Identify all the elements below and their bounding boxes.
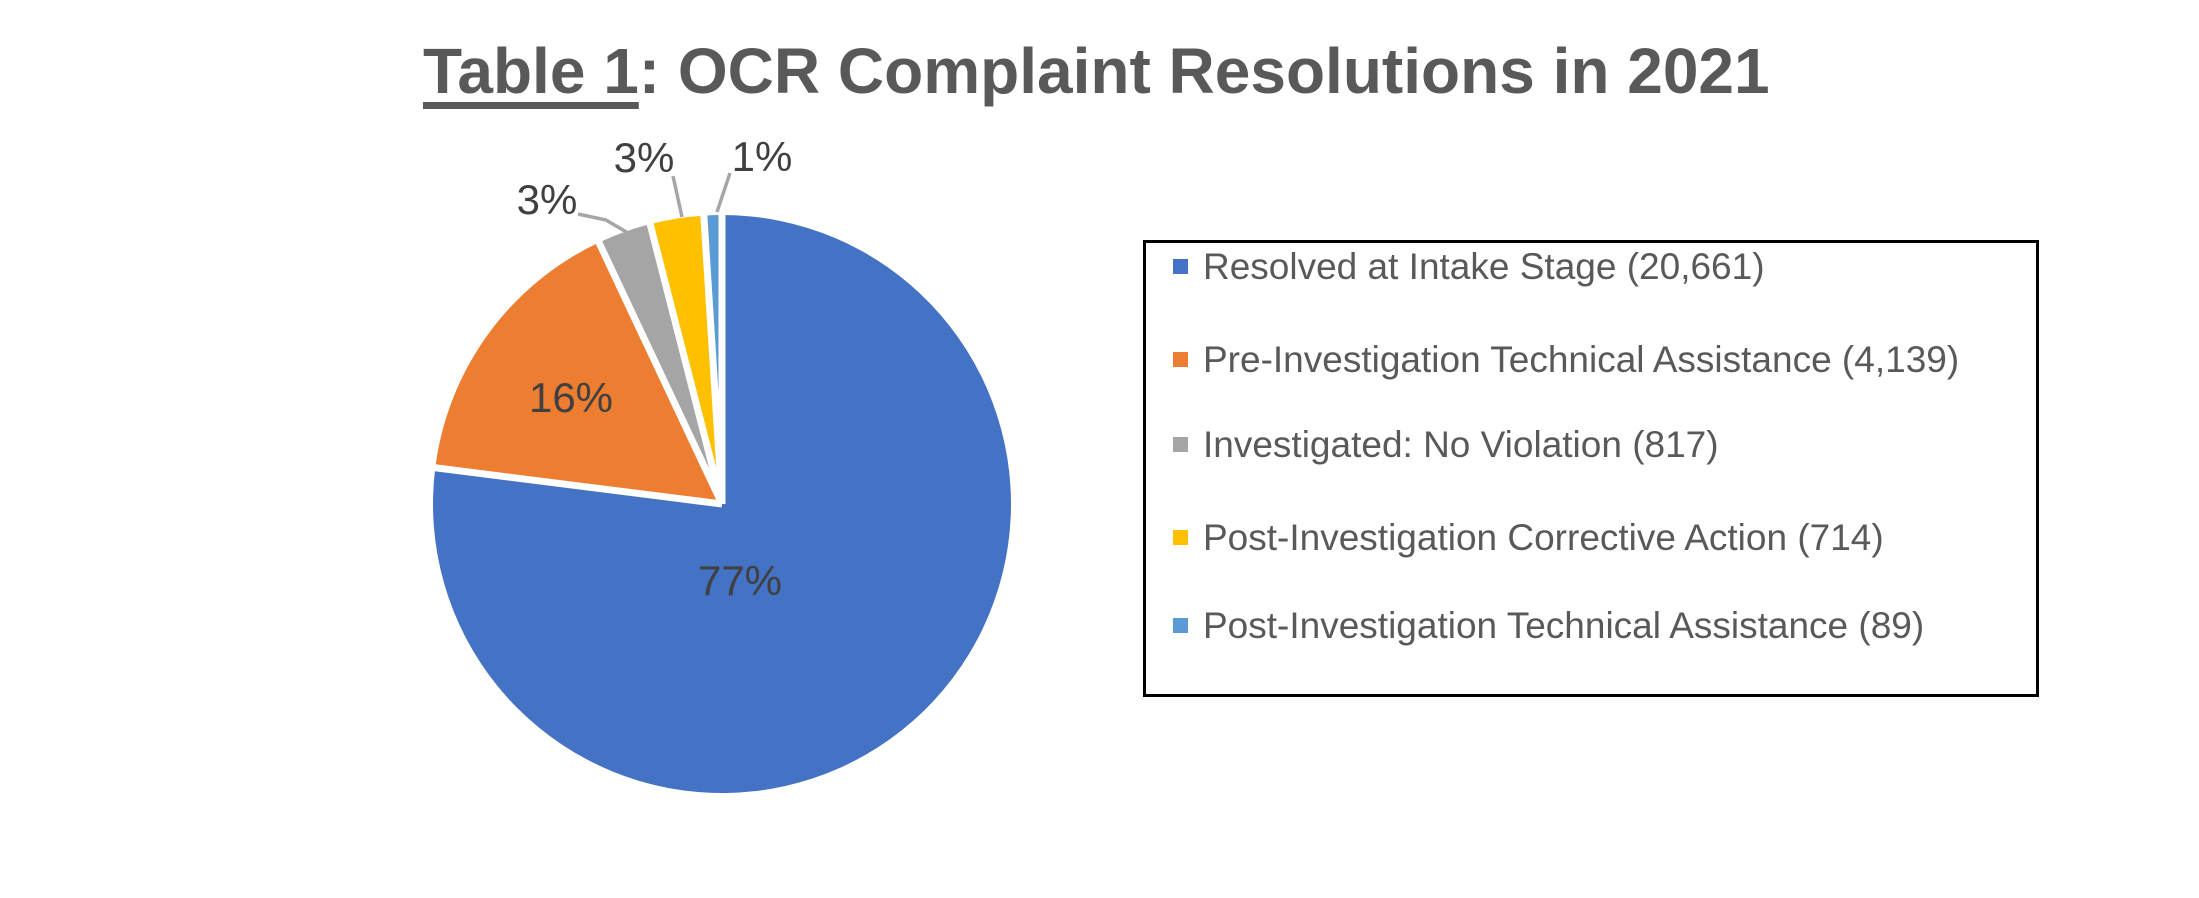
legend-item-label: Post-Investigation Corrective Action (71…: [1203, 517, 1884, 558]
pie-percent-label: 3%: [614, 134, 675, 181]
legend-item: Post-Investigation Technical Assistance …: [1173, 604, 2024, 648]
leader-line: [715, 172, 732, 213]
legend-item-label: Pre-Investigation Technical Assistance (…: [1203, 339, 1960, 380]
slice-separator-line: [433, 464, 723, 508]
legend-item: Pre-Investigation Technical Assistance (…: [1173, 338, 2024, 382]
pie-percent-label: 77%: [698, 557, 782, 604]
legend-swatch-icon: [1173, 259, 1188, 274]
slice-separator-line: [595, 240, 726, 506]
pie-percent-label: 3%: [517, 176, 578, 223]
legend-item: Resolved at Intake Stage (20,661): [1173, 245, 2024, 289]
pie-percent-label: 1%: [732, 133, 793, 180]
legend-swatch-icon: [1173, 437, 1188, 452]
chart-title-rest: : OCR Complaint Resolutions in 2021: [638, 35, 1770, 107]
legend-item: Post-Investigation Corrective Action (71…: [1173, 516, 2024, 560]
chart-title: Table 1: OCR Complaint Resolutions in 20…: [423, 38, 1770, 104]
chart-title-underlined-part: Table 1: [423, 35, 639, 107]
legend-item-label: Investigated: No Violation (817): [1203, 424, 1719, 465]
leader-line: [577, 212, 629, 235]
legend: Resolved at Intake Stage (20,661) Pre-Inv…: [1143, 240, 2039, 697]
slice-separator-line: [700, 214, 726, 505]
leader-line: [671, 175, 684, 218]
legend-item-label: Post-Investigation Technical Assistance …: [1203, 605, 1925, 646]
pie-slice: [435, 242, 722, 504]
legend-swatch-icon: [1173, 352, 1188, 367]
legend-swatch-icon: [1173, 618, 1188, 633]
legend-swatch-icon: [1173, 530, 1188, 545]
slice-separator-line: [646, 222, 726, 505]
legend-item: Investigated: No Violation (817): [1173, 423, 2024, 467]
pie-percent-label: 16%: [529, 374, 613, 421]
legend-item-label: Resolved at Intake Stage (20,661): [1203, 246, 1765, 287]
